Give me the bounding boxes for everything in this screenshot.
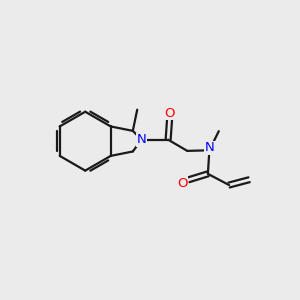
Text: O: O — [177, 177, 188, 190]
Text: O: O — [164, 107, 175, 120]
Text: N: N — [205, 141, 214, 154]
Text: N: N — [137, 133, 146, 146]
